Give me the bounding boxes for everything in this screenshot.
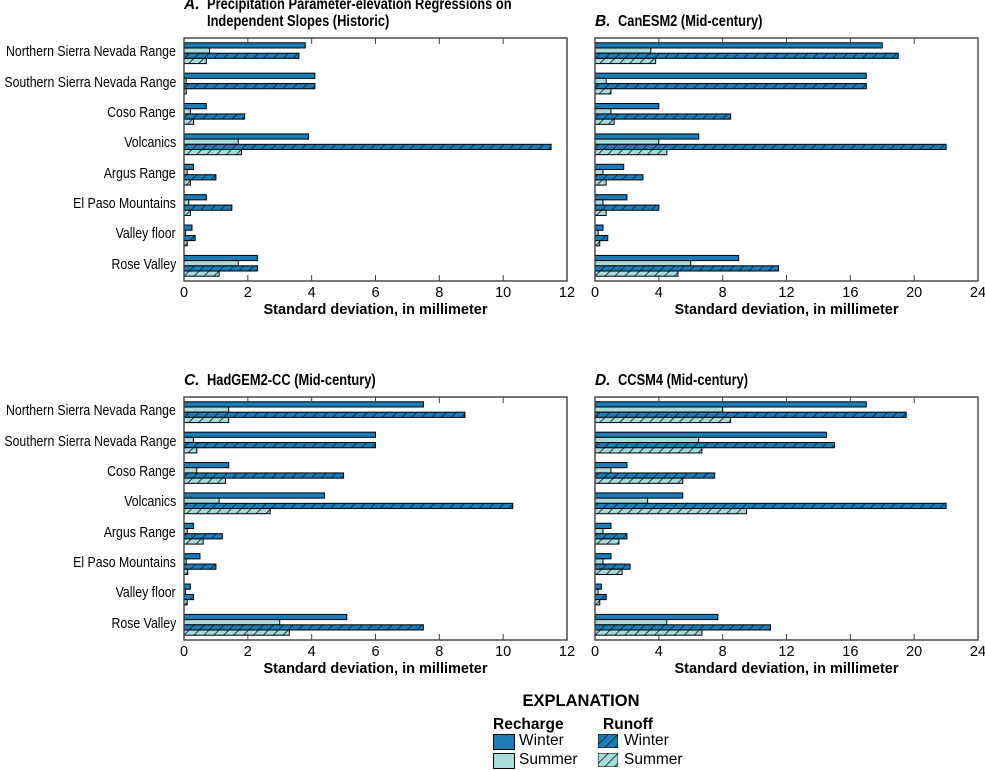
svg-text:8: 8 [719,644,727,660]
svg-text:12: 12 [559,285,575,301]
svg-text:10: 10 [495,644,511,660]
svg-text:Standard deviation, in millime: Standard deviation, in millimeter [675,661,899,677]
svg-text:24: 24 [970,285,985,301]
svg-text:8: 8 [435,644,443,660]
svg-text:6: 6 [371,285,379,301]
svg-text:12: 12 [778,644,794,660]
svg-text:0: 0 [180,644,188,660]
svg-text:6: 6 [371,644,379,660]
svg-text:20: 20 [906,285,922,301]
svg-text:20: 20 [906,644,922,660]
svg-text:Standard deviation, in millime: Standard deviation, in millimeter [675,302,899,318]
svg-text:2: 2 [244,285,252,301]
svg-text:4: 4 [655,285,663,301]
svg-text:8: 8 [435,285,443,301]
svg-text:Standard deviation, in millime: Standard deviation, in millimeter [264,661,488,677]
svg-text:4: 4 [308,644,316,660]
svg-text:0: 0 [591,644,599,660]
svg-text:12: 12 [559,644,575,660]
svg-text:4: 4 [308,285,316,301]
svg-text:16: 16 [842,644,858,660]
svg-text:16: 16 [842,285,858,301]
svg-text:0: 0 [180,285,188,301]
svg-text:0: 0 [591,285,599,301]
svg-text:Standard deviation, in millime: Standard deviation, in millimeter [264,302,488,318]
svg-text:12: 12 [778,285,794,301]
svg-text:2: 2 [244,644,252,660]
svg-text:24: 24 [970,644,985,660]
svg-text:4: 4 [655,644,663,660]
svg-text:8: 8 [719,285,727,301]
svg-text:10: 10 [495,285,511,301]
